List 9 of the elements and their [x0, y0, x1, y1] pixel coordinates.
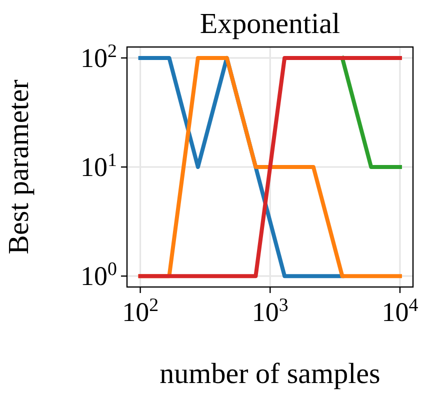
- chart-title: Exponential: [200, 8, 340, 40]
- x-tick-label: 10$^{2}$: [122, 294, 159, 327]
- y-axis-title: Best parameter: [3, 79, 35, 254]
- x-tick-label: 10$^{3}$: [252, 294, 288, 327]
- x-axis-title: number of samples: [160, 358, 380, 390]
- x-tick-label: 10$^{4}$: [382, 294, 419, 327]
- y-tick-label: 10$^{1}$: [80, 150, 117, 182]
- y-tick-label: 10$^{2}$: [80, 40, 117, 73]
- y-tick-label: 10$^{0}$: [80, 258, 117, 292]
